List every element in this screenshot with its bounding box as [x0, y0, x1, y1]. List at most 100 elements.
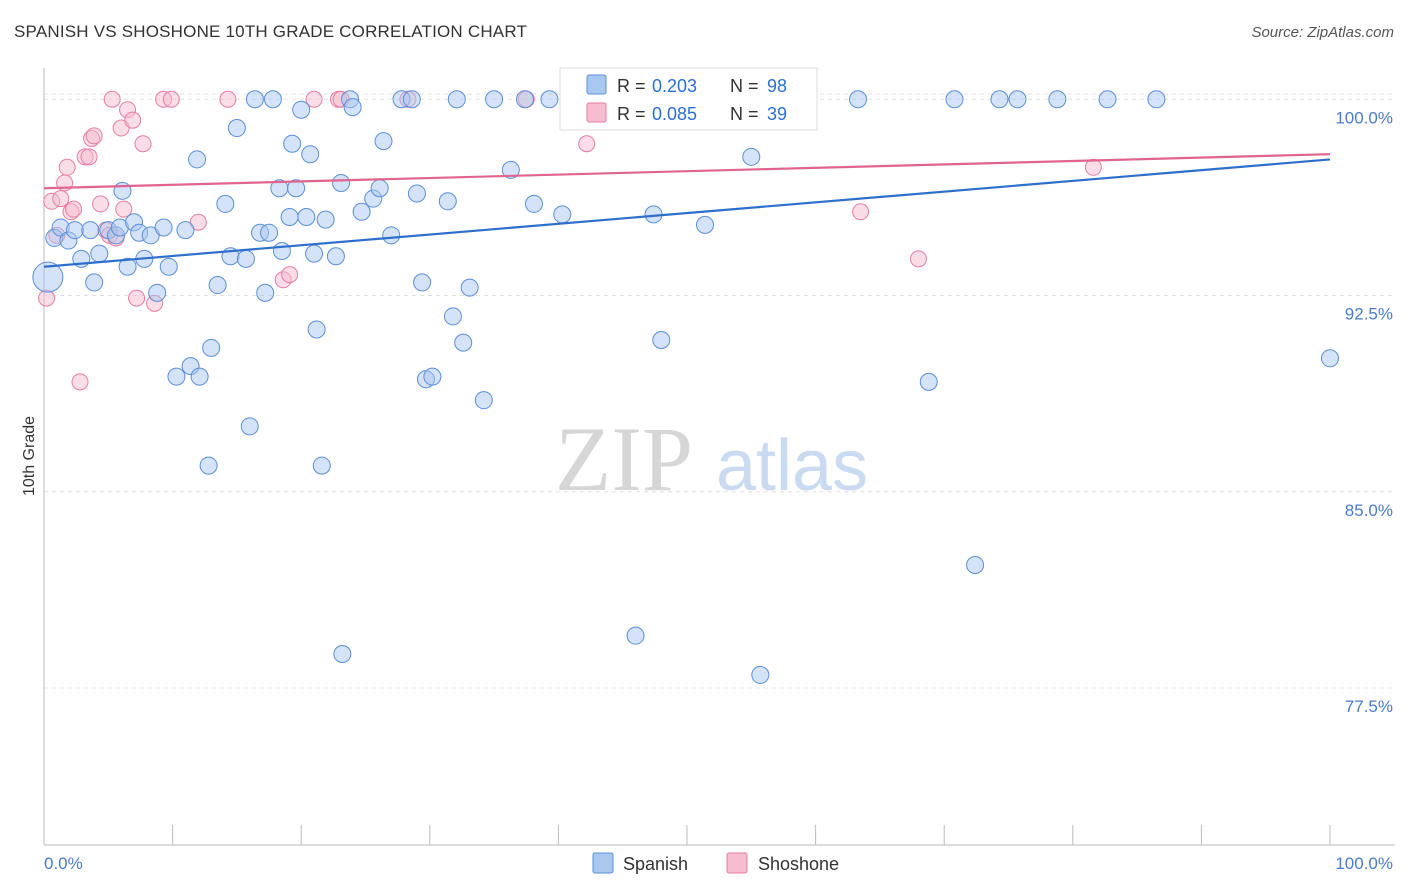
spanish-point	[402, 90, 421, 109]
shoshone-point	[909, 250, 927, 268]
chart-title: SPANISH VS SHOSHONE 10TH GRADE CORRELATI…	[14, 22, 528, 41]
spanish-point	[148, 283, 167, 302]
spanish-point	[447, 90, 466, 109]
spanish-point	[176, 221, 195, 240]
spanish-point	[202, 338, 221, 357]
spanish-point	[990, 90, 1009, 109]
shoshone-point	[115, 200, 133, 218]
shoshone-trend-line	[43, 153, 1331, 190]
spanish-point	[280, 208, 299, 226]
spanish-point	[370, 179, 389, 198]
spanish-point	[190, 367, 209, 386]
spanish-point	[343, 98, 362, 117]
shoshone-point	[103, 90, 121, 108]
spanish-point	[443, 307, 462, 326]
spanish-point	[742, 147, 761, 166]
shoshone-point	[52, 190, 70, 208]
y-tick-label: 85.0%	[1345, 501, 1393, 520]
spanish-point	[81, 221, 100, 240]
spanish-point	[696, 215, 715, 234]
legend-n-label-shoshone: N =	[730, 104, 759, 124]
spanish-point	[407, 184, 426, 203]
tick-labels: 100.0% 92.5% 85.0% 77.5% 0.0% 100.0%	[44, 108, 1393, 873]
spanish-point	[1098, 90, 1117, 109]
spanish-point	[167, 367, 186, 386]
spanish-point	[283, 134, 302, 153]
shoshone-point	[134, 135, 152, 153]
bottom-legend-swatch-shoshone	[726, 852, 748, 874]
shoshone-point	[281, 266, 299, 284]
spanish-point	[413, 273, 432, 292]
axes	[43, 68, 1395, 846]
spanish-point	[216, 194, 235, 213]
spanish-point	[236, 249, 255, 268]
spanish-point	[626, 626, 645, 645]
legend-r-label-spanish: R =	[617, 76, 646, 96]
shoshone-point	[85, 127, 103, 145]
spanish-point	[1321, 349, 1339, 368]
spanish-point	[312, 456, 331, 475]
spanish-point	[438, 192, 457, 211]
spanish-point	[352, 202, 371, 221]
shoshone-point	[852, 203, 870, 221]
shoshone-points	[38, 90, 1102, 391]
spanish-point	[382, 226, 401, 245]
spanish-point	[245, 90, 264, 109]
spanish-point	[524, 194, 543, 213]
shoshone-point	[128, 289, 146, 307]
shoshone-point	[65, 200, 83, 218]
source-credit: Source: ZipAtlas.com	[1251, 24, 1394, 41]
spanish-point	[540, 90, 559, 109]
spanish-point	[1008, 90, 1027, 109]
spanish-point	[301, 145, 320, 164]
spanish-point	[305, 244, 324, 263]
spanish-point	[272, 242, 291, 261]
shoshone-point	[92, 195, 110, 213]
spanish-point	[966, 556, 985, 575]
spanish-point	[515, 90, 534, 109]
spanish-point	[460, 278, 479, 297]
spanish-point	[1147, 90, 1166, 109]
legend-r-value-shoshone: 0.085	[652, 104, 697, 124]
spanish-point	[287, 179, 306, 198]
spanish-point	[199, 456, 218, 475]
y-tick-label: 92.5%	[1345, 305, 1393, 324]
spanish-point	[474, 391, 493, 410]
shoshone-point	[80, 148, 98, 166]
spanish-point	[159, 257, 178, 276]
trend-lines	[43, 153, 1331, 268]
shoshone-point	[124, 111, 142, 129]
spanish-point	[454, 333, 473, 352]
spanish-point	[423, 367, 442, 386]
legend-r-value-spanish: 0.203	[652, 76, 697, 96]
correlation-legend: R = 0.203 N = 98 R = 0.085 N = 39	[559, 67, 818, 131]
bottom-legend-label-shoshone: Shoshone	[758, 854, 839, 874]
spanish-points	[32, 90, 1339, 684]
spanish-point	[297, 208, 316, 226]
legend-swatch-spanish	[586, 74, 607, 95]
spanish-point	[485, 90, 504, 109]
spanish-point	[652, 330, 671, 349]
spanish-point	[208, 276, 227, 295]
shoshone-point	[1084, 158, 1102, 176]
spanish-point	[326, 247, 345, 266]
spanish-point	[333, 644, 352, 663]
spanish-point	[501, 160, 520, 179]
spanish-point	[307, 320, 326, 339]
spanish-point	[945, 90, 964, 109]
spanish-point	[256, 283, 275, 302]
spanish-point	[553, 205, 572, 224]
x-tick-label-max: 100.0%	[1335, 854, 1393, 873]
spanish-point	[751, 665, 770, 684]
shoshone-point	[189, 213, 207, 231]
spanish-point	[919, 372, 938, 391]
spanish-point	[154, 218, 173, 237]
spanish-point	[240, 417, 259, 436]
bottom-legend-label-spanish: Spanish	[623, 854, 688, 874]
legend-n-value-spanish: 98	[767, 76, 787, 96]
spanish-point	[227, 119, 246, 138]
spanish-point	[32, 261, 64, 293]
legend-n-label-spanish: N =	[730, 76, 759, 96]
y-tick-label: 100.0%	[1335, 108, 1393, 127]
shoshone-point	[305, 90, 323, 108]
